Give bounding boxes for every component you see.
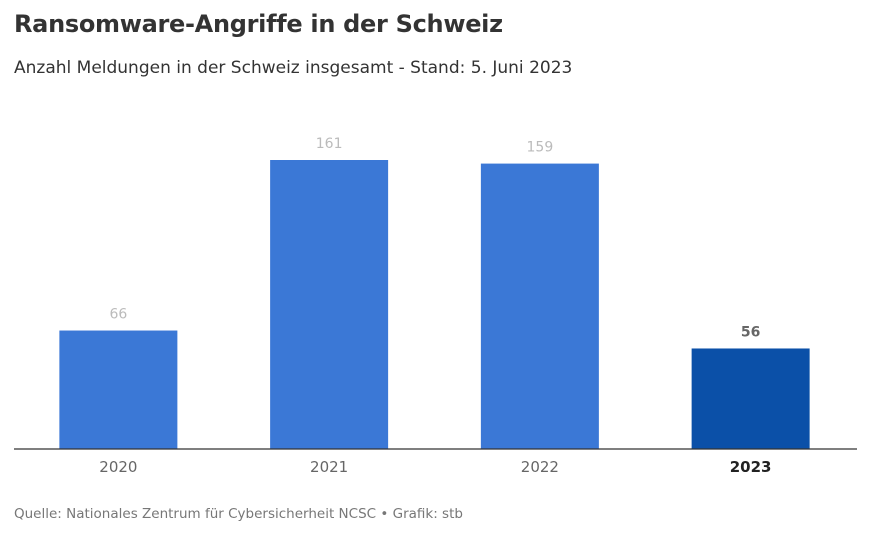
- x-tick-label-2023: 2023: [730, 458, 772, 476]
- bar-2020: [59, 330, 178, 449]
- value-label-2022: 159: [527, 140, 554, 156]
- x-tick-label-2022: 2022: [521, 458, 559, 476]
- source-note: Quelle: Nationales Zentrum für Cybersich…: [14, 506, 463, 522]
- bar-chart: 66 161 159 56 2020 2021 2022 2023: [14, 136, 857, 476]
- x-tick-label-2020: 2020: [99, 458, 137, 476]
- value-label-2020: 66: [109, 307, 127, 323]
- bars-group: [59, 160, 810, 449]
- x-tick-label-2021: 2021: [310, 458, 348, 476]
- bar-2021: [270, 160, 389, 449]
- chart-subtitle: Anzahl Meldungen in der Schweiz insgesam…: [14, 58, 573, 78]
- chart-title: Ransomware-Angriffe in der Schweiz: [14, 10, 503, 38]
- x-tick-labels-group: 2020 2021 2022 2023: [99, 458, 771, 476]
- value-label-2023: 56: [741, 324, 760, 340]
- value-labels-group: 66 161 159 56: [109, 136, 760, 340]
- bar-2023: [691, 348, 810, 449]
- value-label-2021: 161: [316, 136, 343, 152]
- bar-2022: [480, 163, 599, 449]
